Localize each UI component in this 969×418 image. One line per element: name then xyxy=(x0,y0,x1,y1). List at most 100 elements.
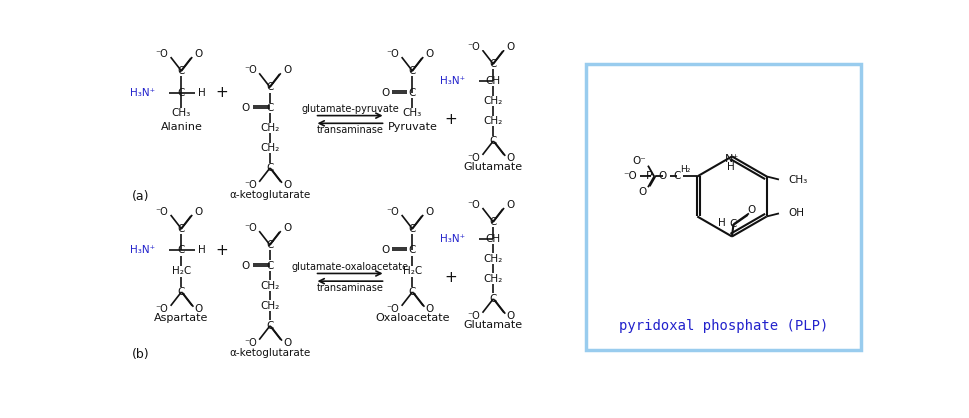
Text: H₃N⁺: H₃N⁺ xyxy=(130,87,155,97)
Text: O: O xyxy=(747,205,756,215)
Text: ⁻O: ⁻O xyxy=(155,207,169,217)
Text: CH₂: CH₂ xyxy=(260,301,279,311)
Text: transaminase: transaminase xyxy=(316,283,383,293)
Text: O: O xyxy=(283,338,291,348)
Text: ⁻O: ⁻O xyxy=(244,338,257,348)
Text: C: C xyxy=(266,82,273,92)
Text: Glutamate: Glutamate xyxy=(463,320,522,330)
Text: +: + xyxy=(444,270,456,285)
Text: H₂C: H₂C xyxy=(402,266,422,276)
Text: C: C xyxy=(408,245,416,255)
Text: transaminase: transaminase xyxy=(316,125,383,135)
Text: C: C xyxy=(408,87,416,97)
Text: C: C xyxy=(729,219,736,229)
Text: CH₂: CH₂ xyxy=(484,274,502,284)
Text: Aspartate: Aspartate xyxy=(154,313,208,323)
Text: H₃N⁺: H₃N⁺ xyxy=(130,245,155,255)
Text: O: O xyxy=(638,187,645,197)
Text: C: C xyxy=(489,59,496,69)
Text: O: O xyxy=(425,304,433,314)
Text: H: H xyxy=(726,162,734,172)
Text: H₂: H₂ xyxy=(679,165,690,174)
Text: α-ketoglutarate: α-ketoglutarate xyxy=(229,190,310,200)
Text: C: C xyxy=(408,66,416,76)
Text: C: C xyxy=(266,163,273,173)
Text: ⁻O: ⁻O xyxy=(387,304,399,314)
Text: O: O xyxy=(195,49,203,59)
Text: ⁻O: ⁻O xyxy=(467,153,480,163)
Text: H: H xyxy=(198,245,205,255)
Text: C: C xyxy=(177,224,185,234)
Text: +: + xyxy=(444,112,456,127)
Text: ⁻O: ⁻O xyxy=(244,65,257,75)
Text: Pyruvate: Pyruvate xyxy=(387,122,437,132)
Text: CH₂: CH₂ xyxy=(484,96,502,106)
Text: α-ketoglutarate: α-ketoglutarate xyxy=(229,348,310,358)
Text: H₂C: H₂C xyxy=(172,266,191,276)
Text: C: C xyxy=(177,245,185,255)
Text: glutamate-pyruvate: glutamate-pyruvate xyxy=(300,104,398,115)
Text: CH₂: CH₂ xyxy=(484,116,502,126)
Text: pyridoxal phosphate (PLP): pyridoxal phosphate (PLP) xyxy=(618,319,828,333)
Text: ⁻O: ⁻O xyxy=(244,223,257,233)
Text: P: P xyxy=(645,171,652,181)
Text: ⁻O: ⁻O xyxy=(623,171,637,181)
Text: ⁻O: ⁻O xyxy=(467,200,480,210)
Text: C: C xyxy=(177,287,185,297)
Text: C: C xyxy=(266,261,273,271)
Text: Oxaloacetate: Oxaloacetate xyxy=(375,313,450,323)
Text: ⁻O: ⁻O xyxy=(467,42,480,52)
Text: CH₃: CH₃ xyxy=(402,108,422,118)
Text: CH₂: CH₂ xyxy=(260,281,279,291)
Text: C: C xyxy=(489,217,496,227)
Text: O: O xyxy=(381,245,389,255)
Text: N⁺: N⁺ xyxy=(724,154,738,164)
Text: ⁻O: ⁻O xyxy=(387,207,399,217)
Text: ⁻O: ⁻O xyxy=(387,49,399,59)
Text: H₃N⁺: H₃N⁺ xyxy=(440,76,465,86)
Text: C: C xyxy=(266,103,273,113)
Text: H: H xyxy=(717,218,725,228)
Text: C: C xyxy=(489,294,496,304)
Text: O: O xyxy=(506,153,515,163)
Text: O: O xyxy=(506,311,515,321)
Text: C: C xyxy=(672,171,679,181)
Text: C: C xyxy=(266,321,273,331)
Text: O: O xyxy=(241,261,250,271)
Text: C: C xyxy=(177,66,185,76)
Text: O: O xyxy=(195,304,203,314)
Text: O: O xyxy=(425,49,433,59)
Text: (b): (b) xyxy=(132,348,149,361)
Text: C: C xyxy=(408,287,416,297)
Text: O: O xyxy=(283,180,291,190)
Text: C: C xyxy=(266,240,273,250)
Text: H₃N⁺: H₃N⁺ xyxy=(440,234,465,244)
Text: +: + xyxy=(216,243,229,258)
Text: CH₃: CH₃ xyxy=(172,108,191,118)
Text: O: O xyxy=(658,171,666,181)
Text: CH₂: CH₂ xyxy=(484,254,502,264)
Text: O: O xyxy=(425,207,433,217)
Text: O: O xyxy=(241,103,250,113)
Text: ⁻O: ⁻O xyxy=(244,180,257,190)
FancyBboxPatch shape xyxy=(585,64,860,350)
Text: (a): (a) xyxy=(132,190,149,203)
Text: O: O xyxy=(195,207,203,217)
Text: CH: CH xyxy=(485,234,500,244)
Text: glutamate-oxaloacetate: glutamate-oxaloacetate xyxy=(292,263,408,272)
Text: Glutamate: Glutamate xyxy=(463,162,522,172)
Text: O: O xyxy=(283,223,291,233)
Text: O: O xyxy=(506,42,515,52)
Text: CH₂: CH₂ xyxy=(260,123,279,133)
Text: CH: CH xyxy=(485,76,500,86)
Text: O⁻: O⁻ xyxy=(632,156,645,166)
Text: OH: OH xyxy=(788,209,803,218)
Text: C: C xyxy=(408,224,416,234)
Text: ⁻O: ⁻O xyxy=(467,311,480,321)
Text: +: + xyxy=(216,85,229,100)
Text: CH₃: CH₃ xyxy=(788,175,806,184)
Text: ⁻O: ⁻O xyxy=(155,304,169,314)
Text: ⁻O: ⁻O xyxy=(155,49,169,59)
Text: CH₂: CH₂ xyxy=(260,143,279,153)
Text: O: O xyxy=(381,87,389,97)
